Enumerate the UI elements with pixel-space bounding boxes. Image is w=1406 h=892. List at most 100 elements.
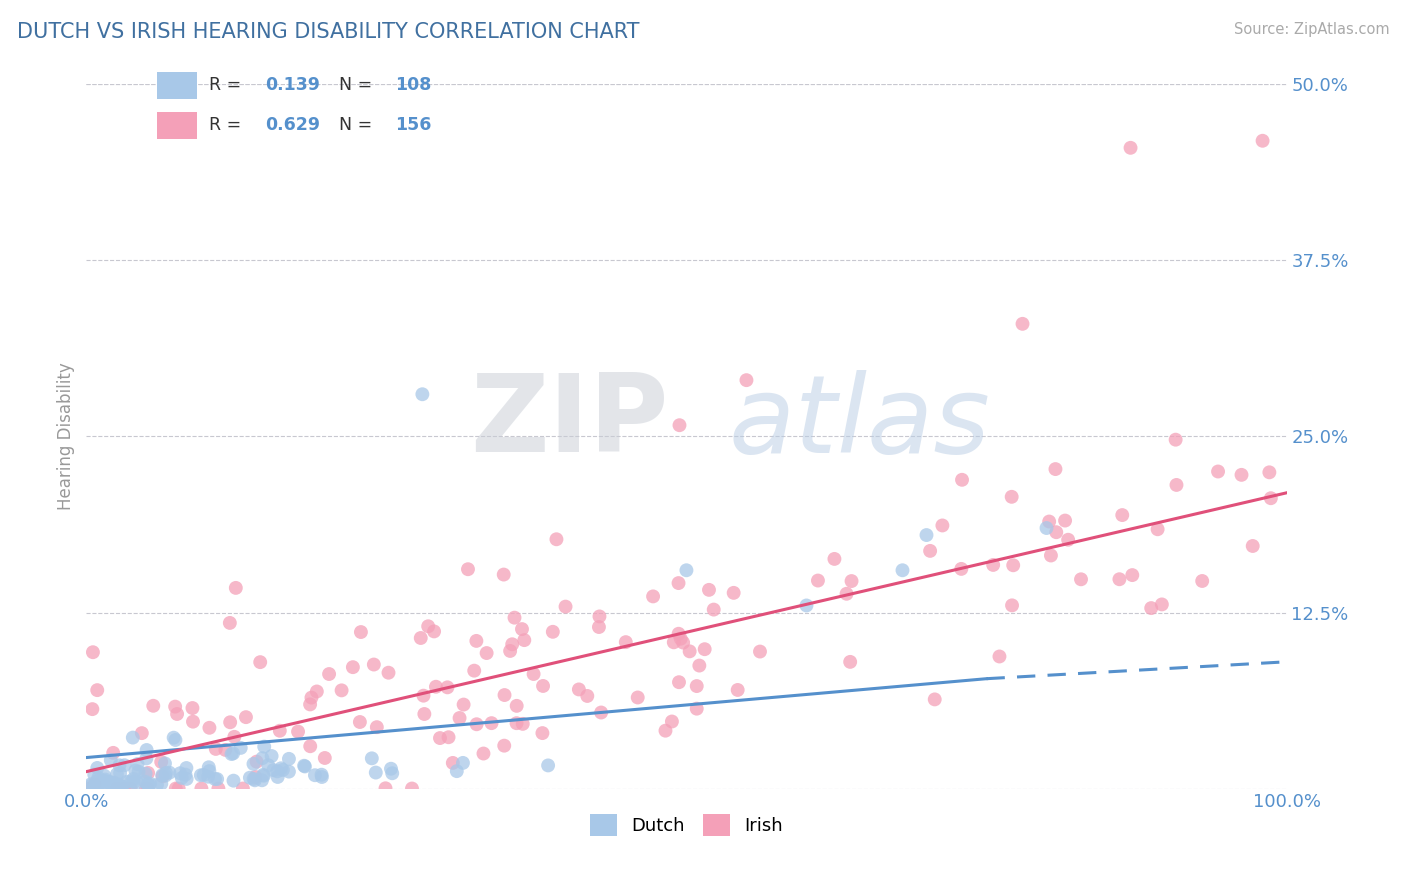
Point <box>453 698 475 712</box>
Point <box>675 563 697 577</box>
Point <box>1251 134 1274 148</box>
Point <box>87 771 110 785</box>
Point <box>198 764 221 778</box>
Point <box>1166 478 1188 492</box>
Point <box>294 759 316 773</box>
Point <box>409 631 432 645</box>
Point <box>96 775 118 789</box>
Point <box>531 726 554 740</box>
Point <box>150 755 173 769</box>
Point <box>314 751 336 765</box>
Point <box>136 777 159 791</box>
Point <box>115 774 138 789</box>
Point <box>668 626 690 640</box>
Point <box>124 764 146 778</box>
Point <box>703 602 725 616</box>
Point <box>242 756 264 771</box>
Point <box>643 590 665 604</box>
Point <box>229 740 252 755</box>
Point <box>150 777 173 791</box>
Point <box>950 562 973 576</box>
Point <box>492 567 515 582</box>
Point <box>349 714 371 729</box>
Point <box>425 680 447 694</box>
Point <box>661 714 683 729</box>
Point <box>668 576 690 591</box>
Point <box>103 775 125 789</box>
Point <box>330 683 353 698</box>
Point <box>152 769 174 783</box>
Point <box>662 635 685 649</box>
Point <box>1111 508 1133 522</box>
Point <box>1001 490 1024 504</box>
Text: 156: 156 <box>395 116 432 134</box>
Point <box>1057 533 1080 547</box>
Point <box>441 756 464 770</box>
Point <box>155 768 177 782</box>
Point <box>292 758 315 772</box>
Point <box>1146 522 1168 536</box>
Point <box>446 764 468 779</box>
Point <box>122 772 145 786</box>
Point <box>1045 525 1067 540</box>
Point <box>105 767 128 781</box>
Point <box>262 763 284 777</box>
Point <box>155 765 177 780</box>
Point <box>1038 515 1060 529</box>
Point <box>198 721 221 735</box>
Point <box>513 633 536 648</box>
Point <box>205 772 228 786</box>
Point <box>1121 568 1143 582</box>
Text: R =: R = <box>209 116 247 134</box>
Point <box>1119 141 1142 155</box>
Point <box>299 698 322 712</box>
Point <box>654 723 676 738</box>
Point <box>318 667 340 681</box>
Point <box>135 766 157 780</box>
FancyBboxPatch shape <box>157 112 197 139</box>
Point <box>167 781 190 796</box>
Point <box>219 715 242 730</box>
Point <box>204 772 226 786</box>
Point <box>342 660 364 674</box>
Point <box>401 781 423 796</box>
Point <box>138 779 160 793</box>
Point <box>465 634 488 648</box>
Point <box>181 714 204 729</box>
Point <box>1001 599 1024 613</box>
Point <box>110 780 132 794</box>
Point <box>136 766 159 780</box>
Point <box>669 632 692 646</box>
Point <box>697 582 720 597</box>
Point <box>250 773 273 788</box>
Point <box>271 763 294 777</box>
Point <box>193 768 215 782</box>
Point <box>1108 572 1130 586</box>
Point <box>1039 549 1062 563</box>
Point <box>111 780 134 794</box>
Point <box>523 667 546 681</box>
Point <box>139 776 162 790</box>
Point <box>924 692 946 706</box>
Point <box>204 742 226 756</box>
Point <box>107 778 129 792</box>
Point <box>222 747 245 761</box>
Point <box>364 765 387 780</box>
Point <box>475 646 498 660</box>
Point <box>835 587 858 601</box>
Point <box>839 655 862 669</box>
Point <box>135 781 157 796</box>
Point <box>1070 572 1092 586</box>
Point <box>253 739 276 754</box>
Point <box>311 770 333 784</box>
Point <box>679 644 702 658</box>
Point <box>311 768 333 782</box>
Point <box>153 756 176 771</box>
Point <box>252 768 274 782</box>
Point <box>1011 317 1033 331</box>
Point <box>170 771 193 785</box>
Point <box>270 761 292 775</box>
Point <box>366 720 388 734</box>
Point <box>457 562 479 576</box>
Point <box>221 747 243 761</box>
